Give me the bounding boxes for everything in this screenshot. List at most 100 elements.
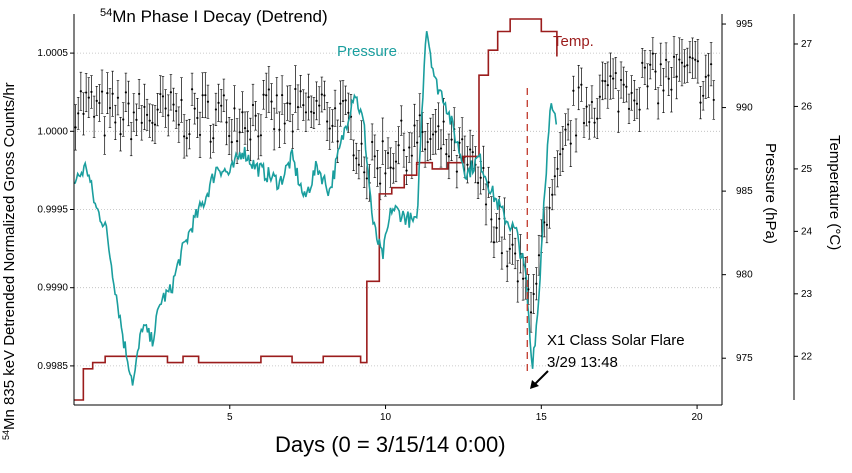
- count-point: [400, 119, 403, 122]
- count-point: [119, 133, 122, 136]
- count-point: [130, 138, 133, 141]
- x-tick-label-3: 20: [692, 412, 704, 423]
- overlay-series: [73, 18, 558, 401]
- count-point: [633, 99, 636, 102]
- count-point: [514, 252, 517, 255]
- count-point: [246, 130, 249, 133]
- x-tick-label-2: 15: [536, 412, 548, 423]
- count-point: [381, 140, 384, 143]
- count-point: [273, 127, 276, 131]
- count-point: [331, 124, 334, 127]
- count-point: [196, 116, 199, 120]
- count-point: [177, 123, 180, 126]
- count-point: [74, 126, 77, 129]
- count-point: [132, 111, 135, 114]
- count-point: [175, 109, 178, 113]
- count-point: [235, 140, 239, 143]
- count-point: [180, 98, 183, 102]
- count-point: [286, 102, 289, 105]
- count-point: [185, 137, 188, 140]
- count-point: [537, 254, 541, 257]
- count-point: [270, 100, 273, 103]
- count-point: [151, 121, 154, 124]
- count-point: [302, 104, 305, 107]
- count-point: [532, 292, 535, 296]
- count-point: [662, 89, 665, 92]
- count-point: [238, 131, 241, 134]
- pressure-tick-label-0: 975: [736, 353, 753, 364]
- count-point: [553, 175, 556, 178]
- count-point: [341, 99, 345, 103]
- count-point: [559, 152, 562, 156]
- count-point: [702, 94, 705, 97]
- count-point: [214, 108, 218, 111]
- count-point: [445, 153, 448, 156]
- count-point: [373, 155, 376, 158]
- count-point: [606, 84, 609, 87]
- count-point: [360, 142, 363, 145]
- x-tick-label-0: 5: [227, 412, 233, 423]
- count-point: [651, 52, 654, 55]
- count-point: [643, 66, 646, 69]
- chart-title: 54Mn Phase I Decay (Detrend): [100, 7, 328, 26]
- count-point: [617, 110, 620, 113]
- count-point: [630, 91, 633, 95]
- count-point: [574, 134, 578, 137]
- count-point: [664, 58, 668, 61]
- count-point: [680, 61, 684, 64]
- count-point: [490, 218, 493, 221]
- temperature-line: [74, 18, 558, 401]
- count-point: [410, 154, 413, 157]
- count-point: [116, 96, 120, 99]
- temperature-tick-label-1: 23: [801, 289, 813, 300]
- count-point: [310, 110, 313, 113]
- count-point: [275, 94, 278, 97]
- count-point: [500, 251, 503, 255]
- count-point: [675, 75, 678, 78]
- count-point: [657, 102, 660, 105]
- count-point: [304, 111, 308, 114]
- count-point: [588, 120, 591, 124]
- count-point: [458, 141, 461, 144]
- count-point: [127, 102, 130, 105]
- count-point: [556, 167, 559, 170]
- count-point: [188, 132, 191, 136]
- count-point: [198, 133, 202, 137]
- count-point: [619, 78, 623, 82]
- pressure-line: [73, 31, 558, 386]
- count-point: [79, 90, 82, 93]
- count-point: [347, 111, 350, 114]
- count-point: [265, 94, 268, 97]
- count-point: [577, 86, 580, 89]
- count-point: [386, 151, 390, 155]
- count-point: [561, 147, 564, 151]
- count-point: [281, 93, 284, 97]
- count-point: [495, 226, 498, 229]
- count-point: [320, 93, 323, 96]
- count-point: [355, 157, 358, 160]
- count-point: [294, 87, 297, 91]
- count-point: [580, 83, 583, 86]
- count-point: [124, 91, 127, 94]
- counts-series: [74, 36, 716, 333]
- count-point: [487, 181, 490, 184]
- count-point: [529, 311, 533, 314]
- count-point: [704, 75, 707, 78]
- count-point: [254, 114, 257, 117]
- count-point: [492, 241, 496, 244]
- count-point: [326, 120, 329, 123]
- count-point: [201, 94, 204, 97]
- count-point: [153, 123, 157, 126]
- count-point: [220, 104, 223, 107]
- count-point: [82, 112, 85, 115]
- count-point: [672, 55, 676, 58]
- count-point: [418, 114, 421, 117]
- count-point: [527, 288, 530, 291]
- count-point: [323, 94, 326, 97]
- count-point: [291, 130, 294, 133]
- count-point: [169, 91, 172, 94]
- count-point: [450, 138, 453, 141]
- flare-arrow: [530, 370, 549, 389]
- count-point: [572, 89, 575, 92]
